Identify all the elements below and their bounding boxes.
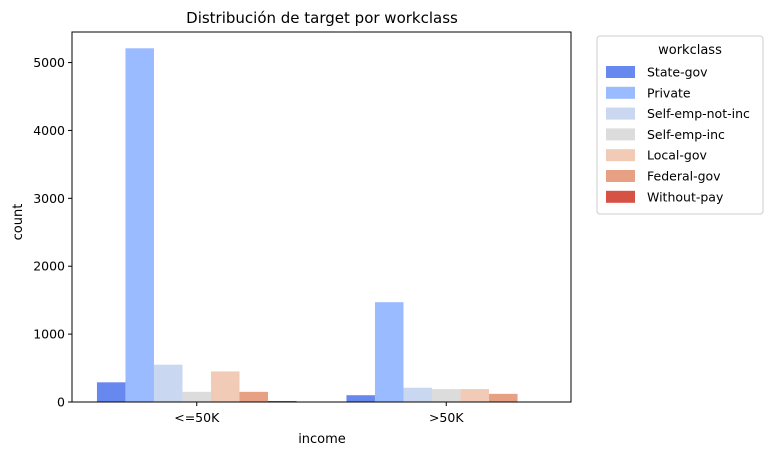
bar — [211, 371, 240, 402]
legend-swatch — [606, 107, 635, 120]
y-tick-label: 4000 — [33, 123, 65, 138]
legend-swatch — [606, 149, 635, 162]
legend-swatch — [606, 128, 635, 141]
y-tick-label: 2000 — [33, 259, 65, 274]
bar — [460, 389, 490, 402]
legend-label: State-gov — [647, 65, 708, 80]
bar — [489, 393, 518, 402]
legend-label: Without-pay — [647, 189, 724, 204]
axes-frame — [71, 31, 572, 403]
bar — [431, 389, 461, 402]
legend-frame — [596, 35, 764, 215]
legend-label: Federal-gov — [647, 169, 721, 184]
bar — [403, 387, 432, 402]
bar — [96, 382, 126, 402]
legend: workclass State-gov Private Self-emp-not-i… — [596, 35, 764, 215]
legend-swatch — [606, 170, 635, 182]
bar — [239, 391, 269, 402]
legend-label: Self-emp-inc — [647, 127, 725, 142]
y-tick-label: 5000 — [33, 55, 65, 70]
legend-swatch — [606, 86, 635, 99]
legend-label: Local-gov — [647, 148, 707, 163]
bar — [374, 302, 404, 402]
bar — [346, 395, 375, 402]
legend-label: Private — [647, 85, 691, 100]
x-tick-label: <=50K — [174, 410, 220, 425]
x-axis-label: income — [298, 432, 346, 447]
x-tick-label: >50K — [429, 410, 464, 425]
chart-title: Distribución de target por workclass — [186, 9, 458, 27]
legend-swatch — [606, 190, 635, 203]
plot-area: 0 1000 2000 3000 4000 5000 <=50K >50K — [33, 31, 572, 425]
legend-swatch — [606, 66, 635, 78]
bar — [182, 391, 211, 402]
legend-title: workclass — [658, 43, 722, 58]
y-tick-label: 3000 — [33, 191, 65, 206]
legend-label: Self-emp-not-inc — [647, 106, 750, 121]
bar — [153, 364, 183, 402]
y-axis-label: count — [11, 204, 26, 241]
bar — [268, 400, 297, 402]
y-tick-label: 1000 — [33, 327, 65, 342]
bar — [125, 48, 154, 402]
y-tick-label: 0 — [57, 395, 65, 410]
legend-items: State-gov Private Self-emp-not-inc Self-emp… — [606, 65, 750, 204]
